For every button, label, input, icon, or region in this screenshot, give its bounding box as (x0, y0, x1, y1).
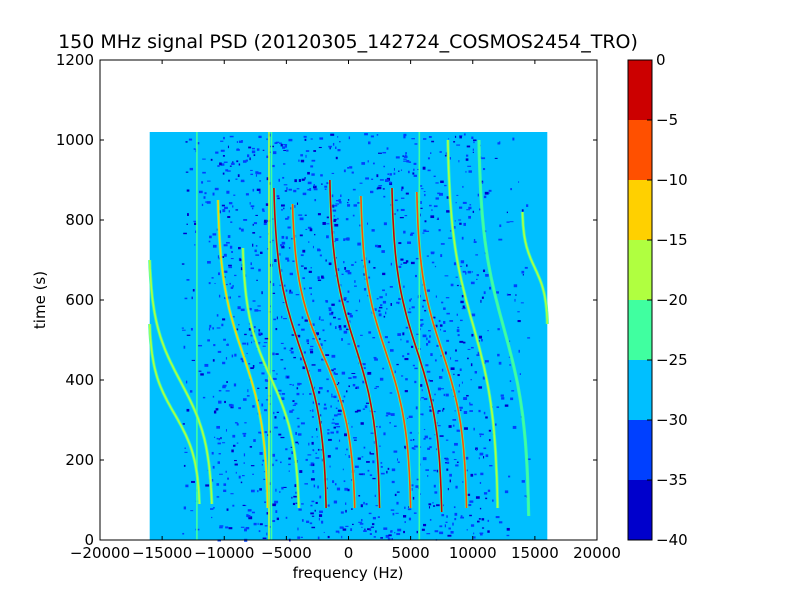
colorbar-band (628, 60, 652, 120)
doppler-trace (360, 195, 412, 509)
colorbar-tick-label: 0 (656, 51, 666, 69)
plot-frame (99, 59, 598, 541)
y-axis-label: time (s) (31, 271, 49, 329)
x-axis-label: frequency (Hz) (293, 564, 404, 582)
colorbar-tick-label: −40 (656, 531, 688, 549)
doppler-trace (291, 203, 356, 509)
doppler-trace (273, 187, 327, 509)
x-tick-label: 15000 (511, 544, 559, 562)
x-tick-label: 5000 (392, 544, 430, 562)
y-axis: 0 200 400 600 800 1000 1200 (56, 51, 597, 549)
x-tick-label: −20000 (70, 544, 130, 562)
heatmap-image (148, 132, 549, 542)
colorbar-tick-label: −30 (656, 411, 688, 429)
x-tick-label: −15000 (132, 544, 192, 562)
doppler-trace (447, 139, 499, 509)
colorbar-tick-label: −5 (656, 111, 678, 129)
x-tick-label: 0 (344, 544, 354, 562)
colorbar-band (628, 300, 652, 360)
colorbar-band (628, 120, 652, 180)
colorbar-tick-label: −35 (656, 471, 688, 489)
colorbar-band (628, 420, 652, 480)
doppler-trace (148, 323, 201, 505)
y-tick-label: 1200 (56, 51, 94, 69)
colorbar-tick-label: −15 (656, 231, 688, 249)
doppler-trace (416, 191, 468, 509)
doppler-trace (329, 179, 381, 509)
doppler-trace (217, 199, 269, 509)
x-tick-label: −5000 (261, 544, 312, 562)
y-tick-label: 0 (84, 531, 94, 549)
y-tick-label: 400 (65, 371, 94, 389)
colorbar-tick-label: −25 (656, 351, 688, 369)
doppler-trace (521, 212, 549, 325)
x-tick-label: 20000 (573, 544, 621, 562)
colorbar-band (628, 180, 652, 240)
colorbar-band (628, 240, 652, 300)
colorbar-band (628, 360, 652, 420)
colorbar-tick-label: −10 (656, 171, 688, 189)
y-tick-label: 200 (65, 451, 94, 469)
doppler-trace (148, 259, 213, 505)
x-tick-label: −10000 (194, 544, 254, 562)
chart-title: 150 MHz signal PSD (20120305_142724_COSM… (58, 31, 638, 53)
x-tick-label: 10000 (449, 544, 497, 562)
colorbar: 0 −5 −10 −15 −20 −25 −30 −35 −40 (627, 51, 688, 549)
doppler-trace (391, 187, 443, 513)
y-tick-label: 600 (65, 291, 94, 309)
colorbar-tick-label: −20 (656, 291, 688, 309)
doppler-trace (242, 247, 300, 509)
colorbar-band (628, 480, 652, 540)
x-axis: −20000 −15000 −10000 −5000 0 5000 10000 15000 20… (70, 60, 621, 562)
doppler-trace (478, 139, 530, 517)
y-tick-label: 1000 (56, 131, 94, 149)
y-tick-label: 800 (65, 211, 94, 229)
